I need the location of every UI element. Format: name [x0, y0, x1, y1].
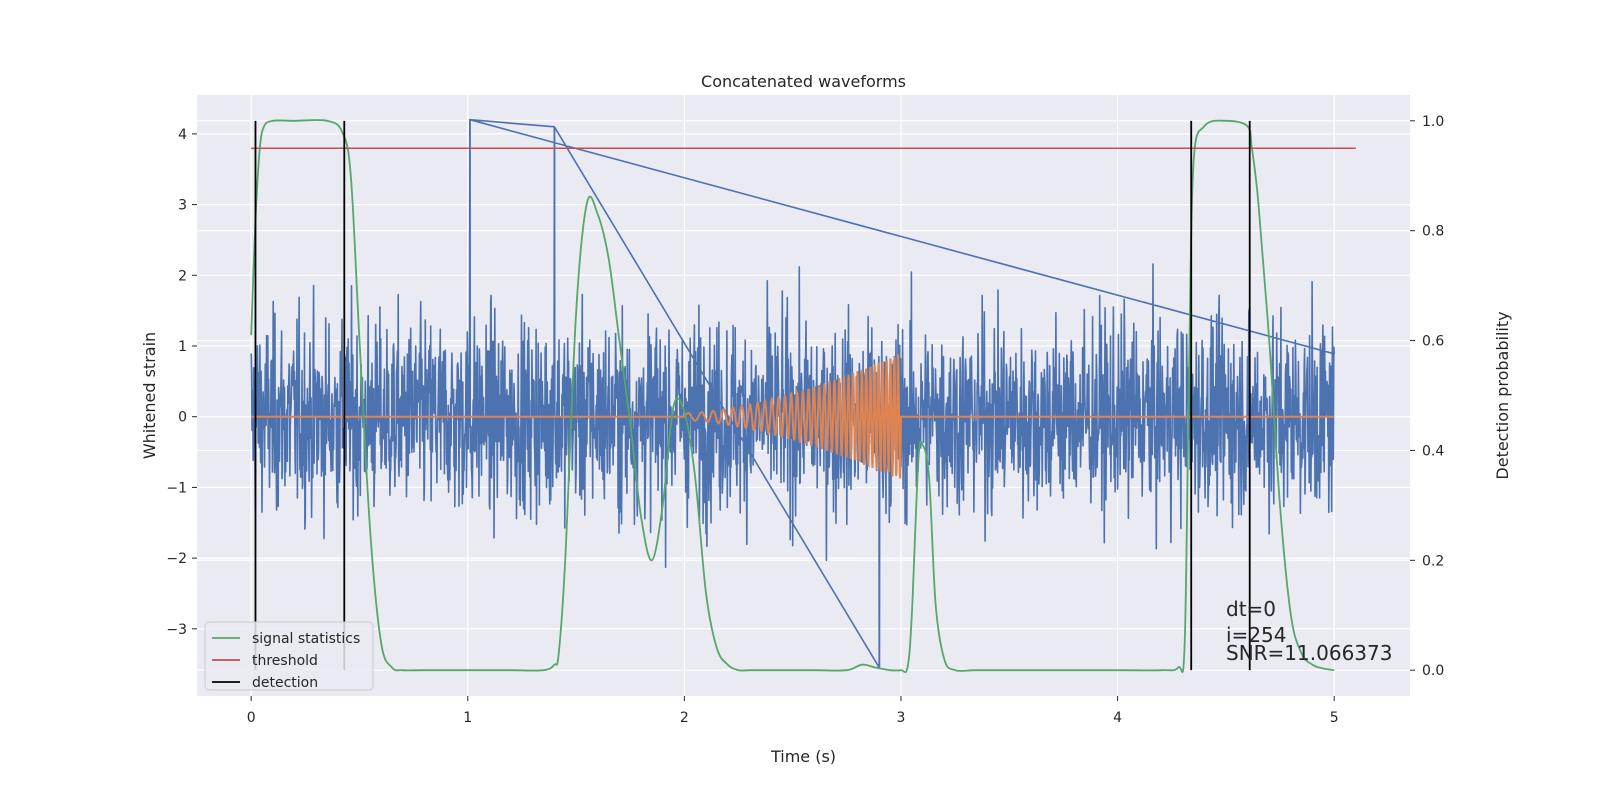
signal-statistics-line: [250, 119, 1335, 674]
x-tick-label: 0: [247, 710, 256, 726]
axis-ticks: 0 1 2 3 4 5 −3 −2 −1 0 1 2 3 4 0.0 0.2 0.4 0.6 0.8 1.0: [166, 114, 1444, 726]
y-tick-label: 4: [178, 127, 187, 143]
y-tick-label: 1: [178, 339, 187, 355]
y-tick-label: 3: [178, 198, 187, 214]
annotation-dt: dt=0: [1226, 597, 1276, 621]
detection-series: [254, 120, 1251, 671]
x-tick-label: 2: [680, 710, 689, 726]
legend-label: threshold: [252, 653, 318, 669]
y-tick-label: −3: [166, 622, 187, 638]
y-axis-label: Whitened strain: [140, 332, 159, 459]
x-tick-label: 4: [1113, 710, 1122, 726]
legend: signal statistics threshold detection: [204, 621, 374, 691]
y2-tick-label: 0.6: [1422, 334, 1444, 350]
y2-tick-label: 0.0: [1422, 663, 1444, 679]
y2-tick-label: 0.4: [1422, 443, 1444, 459]
y-tick-label: −2: [166, 551, 187, 567]
y2-tick-label: 1.0: [1422, 114, 1444, 130]
x-tick-label: 5: [1330, 710, 1339, 726]
legend-box: [204, 621, 374, 691]
annotation-index: i=254: [1226, 623, 1287, 647]
y2-tick-label: 0.8: [1422, 224, 1444, 240]
waveform-series: [251, 354, 1335, 479]
annotations: dt=0 i=254 SNR=11.066373: [1226, 597, 1392, 665]
legend-label: signal statistics: [252, 631, 360, 647]
signal-statistics-series: [250, 119, 1335, 674]
x-axis-label: Time (s): [770, 747, 836, 766]
y-tick-label: −1: [166, 480, 187, 496]
y-tick-label: 0: [178, 410, 187, 426]
x-tick-label: 1: [463, 710, 472, 726]
waveform-line: [251, 354, 1335, 479]
legend-label: detection: [252, 675, 318, 691]
y2-axis-label: Detection probability: [1493, 311, 1512, 479]
y2-tick-label: 0.2: [1422, 553, 1444, 569]
y-tick-label: 2: [178, 268, 187, 284]
annotation-snr: SNR=11.066373: [1226, 641, 1392, 665]
x-tick-label: 3: [897, 710, 906, 726]
chart-title: Concatenated waveforms: [701, 72, 906, 91]
